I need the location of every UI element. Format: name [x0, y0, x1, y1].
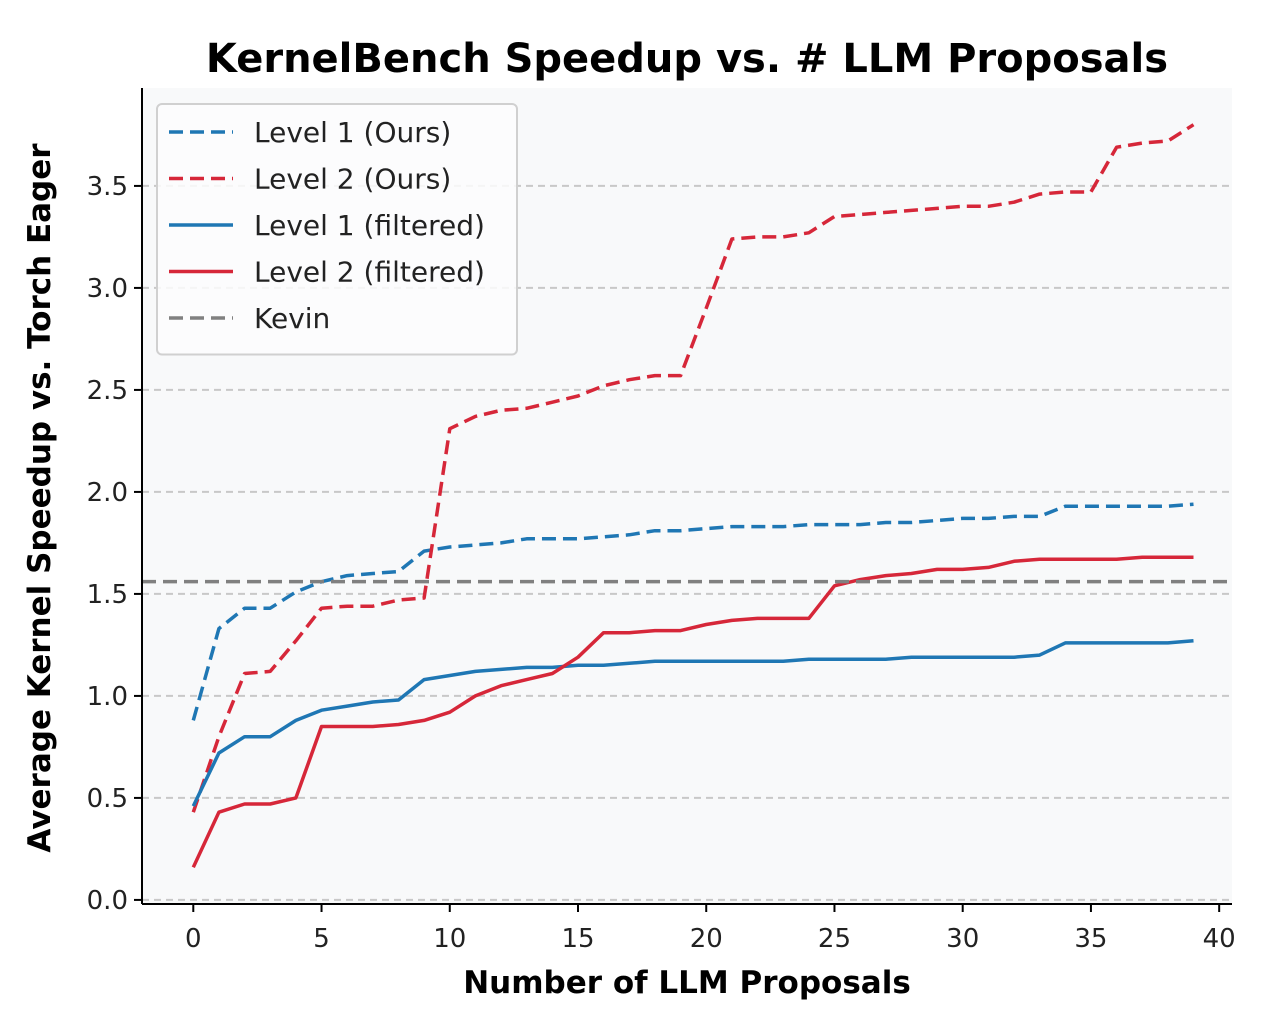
y-tick-label-3: 1.5 [87, 580, 128, 610]
y-tick-label-6: 3.0 [87, 274, 128, 304]
legend-label-level-1-ours: Level 1 (Ours) [254, 116, 451, 149]
series-level-2-ours-line [191, 123, 1195, 813]
legend-label-level-2-filtered: Level 2 (filtered) [254, 256, 485, 289]
series-level-1-ours-line [191, 502, 1194, 721]
legend-label-level-1-filtered: Level 1 (filtered) [254, 209, 485, 242]
x-tick-label-8: 40 [1203, 924, 1236, 954]
series-layer [142, 123, 1232, 869]
series-level-1-filtered-line [191, 639, 1194, 807]
x-tick-label-0: 0 [185, 924, 202, 954]
chart-title: KernelBench Speedup vs. # LLM Proposals [206, 36, 1168, 82]
x-tick-label-3: 15 [561, 924, 594, 954]
legend: Level 1 (Ours) Level 2 (Ours) Level 1 (fil… [156, 103, 518, 356]
x-tick-label-5: 25 [818, 924, 851, 954]
y-tick-label-5: 2.5 [87, 376, 128, 406]
legend-label-level-2-ours: Level 2 (Ours) [254, 163, 451, 196]
series-level-2-filtered-line [191, 555, 1194, 869]
x-tick-label-1: 5 [313, 924, 330, 954]
x-tick-label-7: 35 [1074, 924, 1107, 954]
x-tick-label-6: 30 [946, 924, 979, 954]
y-tick-label-7: 3.5 [87, 172, 128, 202]
y-tick-label-4: 2.0 [87, 478, 128, 508]
y-tick-label-0: 0.0 [87, 886, 128, 916]
y-axis-label: Average Kernel Speedup vs. Torch Eager [22, 143, 58, 853]
legend-box [156, 103, 518, 356]
x-tick-label-4: 20 [690, 924, 723, 954]
x-tick-label-2: 10 [433, 924, 466, 954]
x-axis-label: Number of LLM Proposals [463, 965, 911, 1001]
y-tick-label-1: 0.5 [87, 784, 128, 814]
ticks: 0 5 10 15 20 25 30 35 40 0.0 0.5 1.0 1.5 2.0 2.5 3.0 3.5 [87, 172, 1236, 954]
y-tick-label-2: 1.0 [87, 682, 128, 712]
legend-label-kevin: Kevin [254, 302, 330, 335]
axes [141, 88, 1232, 905]
